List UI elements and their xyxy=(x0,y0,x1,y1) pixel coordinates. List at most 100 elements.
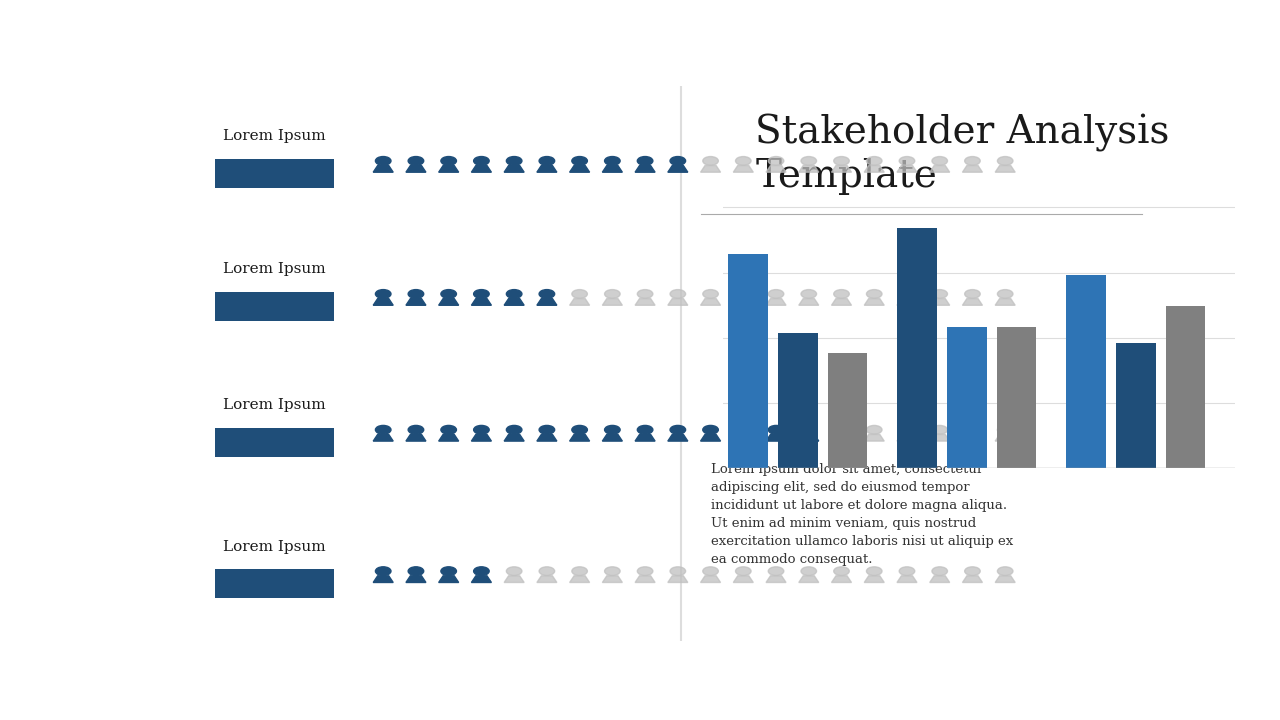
Bar xyxy=(778,333,818,468)
Circle shape xyxy=(932,289,947,298)
Circle shape xyxy=(572,426,588,434)
Polygon shape xyxy=(406,434,426,441)
Circle shape xyxy=(375,156,390,165)
Circle shape xyxy=(965,156,980,165)
Circle shape xyxy=(539,567,554,575)
Polygon shape xyxy=(897,434,916,441)
Text: Lorem Ipsum: Lorem Ipsum xyxy=(223,130,325,143)
Circle shape xyxy=(768,426,783,434)
Polygon shape xyxy=(765,166,786,172)
Polygon shape xyxy=(439,299,458,305)
Circle shape xyxy=(375,567,390,575)
Polygon shape xyxy=(733,299,754,305)
Circle shape xyxy=(375,289,390,298)
Circle shape xyxy=(474,426,489,434)
Polygon shape xyxy=(864,299,884,305)
Polygon shape xyxy=(700,166,721,172)
Circle shape xyxy=(768,567,783,575)
Circle shape xyxy=(997,156,1012,165)
Circle shape xyxy=(932,156,947,165)
Circle shape xyxy=(440,156,457,165)
FancyBboxPatch shape xyxy=(215,570,334,598)
Polygon shape xyxy=(733,166,754,172)
FancyBboxPatch shape xyxy=(215,159,334,188)
Polygon shape xyxy=(635,434,655,441)
Polygon shape xyxy=(929,434,950,441)
Circle shape xyxy=(474,289,489,298)
Circle shape xyxy=(932,567,947,575)
Circle shape xyxy=(440,289,457,298)
Circle shape xyxy=(507,289,522,298)
Circle shape xyxy=(507,567,522,575)
Circle shape xyxy=(867,426,882,434)
Circle shape xyxy=(768,289,783,298)
Polygon shape xyxy=(799,299,819,305)
Bar xyxy=(728,254,768,468)
Bar xyxy=(1116,343,1156,468)
FancyBboxPatch shape xyxy=(215,292,334,321)
Circle shape xyxy=(867,289,882,298)
Polygon shape xyxy=(995,434,1015,441)
Circle shape xyxy=(965,289,980,298)
Circle shape xyxy=(997,289,1012,298)
Circle shape xyxy=(932,426,947,434)
Text: 20%: 20% xyxy=(255,575,293,592)
Polygon shape xyxy=(536,166,557,172)
Circle shape xyxy=(669,426,686,434)
Circle shape xyxy=(801,567,817,575)
Bar xyxy=(1166,307,1206,468)
Polygon shape xyxy=(471,434,492,441)
Circle shape xyxy=(997,426,1012,434)
Polygon shape xyxy=(406,576,426,582)
Circle shape xyxy=(736,426,751,434)
Polygon shape xyxy=(864,434,884,441)
Circle shape xyxy=(669,567,686,575)
Polygon shape xyxy=(668,166,687,172)
Circle shape xyxy=(408,426,424,434)
Circle shape xyxy=(539,426,554,434)
Polygon shape xyxy=(439,576,458,582)
Polygon shape xyxy=(406,299,426,305)
Polygon shape xyxy=(504,576,524,582)
Polygon shape xyxy=(635,299,655,305)
Circle shape xyxy=(539,289,554,298)
Text: 50%: 50% xyxy=(255,165,293,182)
Polygon shape xyxy=(897,576,916,582)
Polygon shape xyxy=(570,166,590,172)
Circle shape xyxy=(736,567,751,575)
Polygon shape xyxy=(995,576,1015,582)
Circle shape xyxy=(375,426,390,434)
Polygon shape xyxy=(765,299,786,305)
Polygon shape xyxy=(374,576,393,582)
Circle shape xyxy=(899,426,915,434)
Polygon shape xyxy=(406,166,426,172)
Circle shape xyxy=(408,156,424,165)
Polygon shape xyxy=(570,576,590,582)
Polygon shape xyxy=(536,299,557,305)
Circle shape xyxy=(703,156,718,165)
Polygon shape xyxy=(504,434,524,441)
Polygon shape xyxy=(995,166,1015,172)
Circle shape xyxy=(801,426,817,434)
Circle shape xyxy=(572,156,588,165)
Text: 30%: 30% xyxy=(255,298,293,315)
Circle shape xyxy=(736,156,751,165)
Polygon shape xyxy=(439,434,458,441)
Circle shape xyxy=(408,567,424,575)
FancyBboxPatch shape xyxy=(215,428,334,456)
Circle shape xyxy=(539,156,554,165)
Polygon shape xyxy=(929,166,950,172)
Polygon shape xyxy=(700,576,721,582)
Polygon shape xyxy=(603,166,622,172)
Circle shape xyxy=(867,567,882,575)
Polygon shape xyxy=(668,576,687,582)
Polygon shape xyxy=(536,576,557,582)
Polygon shape xyxy=(864,576,884,582)
Polygon shape xyxy=(864,166,884,172)
Circle shape xyxy=(899,156,915,165)
Circle shape xyxy=(997,567,1012,575)
Circle shape xyxy=(637,567,653,575)
Circle shape xyxy=(637,426,653,434)
Circle shape xyxy=(801,156,817,165)
Polygon shape xyxy=(668,299,687,305)
